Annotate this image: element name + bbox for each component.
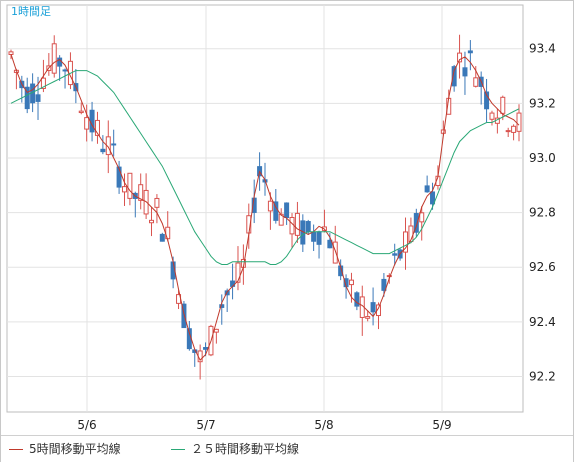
candle-body	[111, 143, 117, 146]
candle-body	[267, 200, 273, 212]
candle-body	[181, 303, 187, 329]
legend-label-ma25: ２５時間移動平均線	[191, 442, 300, 456]
x-tick-label: 5/9	[432, 418, 451, 432]
candle-body	[375, 304, 381, 317]
candlesticks	[8, 34, 522, 380]
legend: 5時間移動平均線 ２５時間移動平均線	[1, 435, 573, 462]
moving-average-lines	[10, 54, 520, 361]
candle-body	[505, 130, 511, 133]
period-label: 1時間足	[11, 5, 51, 18]
candle-body	[78, 110, 84, 114]
x-tick-label: 5/8	[314, 418, 333, 432]
candle-body	[219, 304, 225, 308]
candle-body	[94, 119, 100, 136]
x-tick-label: 5/7	[196, 418, 215, 432]
candle-body	[116, 166, 122, 188]
legend-label-ma5: 5時間移動平均線	[29, 442, 121, 456]
candle-body	[89, 109, 95, 133]
candle-body	[467, 50, 473, 54]
grid-lines	[7, 5, 523, 412]
candle-body	[154, 197, 160, 208]
candle-body	[84, 117, 90, 130]
y-tick-label: 93.4	[529, 42, 556, 56]
candle-body	[348, 279, 354, 286]
candle-body	[413, 213, 419, 233]
candle-body	[203, 347, 209, 350]
candle-body	[462, 67, 468, 77]
candle-body	[511, 125, 517, 133]
candle-body	[327, 239, 333, 249]
y-tick-label: 92.6	[529, 260, 556, 274]
candle-body	[403, 231, 409, 253]
candle-body	[40, 77, 46, 89]
candle-body	[392, 253, 398, 256]
candle-body	[386, 275, 392, 278]
candle-body	[273, 201, 279, 221]
candle-body	[121, 186, 127, 193]
candle-body	[354, 292, 360, 307]
candle-body	[430, 191, 436, 205]
candle-body	[305, 221, 311, 233]
y-tick-label: 92.2	[529, 369, 556, 383]
candle-body	[316, 231, 322, 245]
candle-body	[500, 96, 506, 114]
ma5-line	[10, 54, 520, 361]
candle-body	[484, 91, 490, 110]
candle-body	[370, 302, 376, 313]
candle-body	[289, 216, 295, 235]
candle-body	[235, 262, 241, 283]
candle-body	[489, 112, 495, 120]
candle-body	[365, 316, 371, 319]
candle-body	[100, 148, 106, 153]
candle-body	[424, 185, 430, 193]
axis-tick-labels: 92.2 92.4 92.6 92.8 93.0 93.2 93.4 5/6 5/7 5/8 5/9	[77, 42, 555, 432]
candle-body	[311, 231, 317, 242]
candle-body	[105, 136, 111, 156]
candle-body	[419, 212, 425, 223]
candle-body	[51, 43, 57, 74]
candle-body	[213, 328, 219, 333]
candle-body	[294, 212, 300, 236]
candle-body	[159, 233, 165, 242]
x-tick-label: 5/6	[77, 418, 96, 432]
y-tick-label: 92.4	[529, 315, 556, 329]
chart-canvas: 92.2 92.4 92.6 92.8 93.0 93.2 93.4 5/6 5/7 5/8 5/9…	[6, 4, 556, 432]
candle-body	[35, 94, 41, 102]
candle-body	[24, 86, 30, 110]
ma25-line	[10, 70, 520, 265]
candle-body	[149, 219, 155, 224]
legend-item-ma5: 5時間移動平均線	[9, 442, 121, 456]
candle-body	[473, 77, 479, 87]
y-tick-label: 93.2	[529, 96, 556, 110]
candle-body	[457, 52, 463, 63]
candle-body	[332, 241, 338, 264]
candle-body	[451, 66, 457, 87]
candle-body	[278, 213, 284, 226]
y-tick-label: 92.8	[529, 206, 556, 220]
candle-body	[381, 278, 387, 291]
legend-item-ma25: ２５時間移動平均線	[171, 442, 299, 456]
candle-body	[127, 172, 133, 199]
legend-swatch-ma5	[9, 449, 23, 450]
candle-body	[8, 51, 14, 55]
legend-swatch-ma25	[171, 449, 185, 450]
candle-body	[138, 184, 144, 201]
candle-body	[284, 202, 290, 219]
candle-body	[516, 112, 522, 132]
y-tick-label: 93.0	[529, 151, 556, 165]
candle-body	[62, 69, 68, 72]
